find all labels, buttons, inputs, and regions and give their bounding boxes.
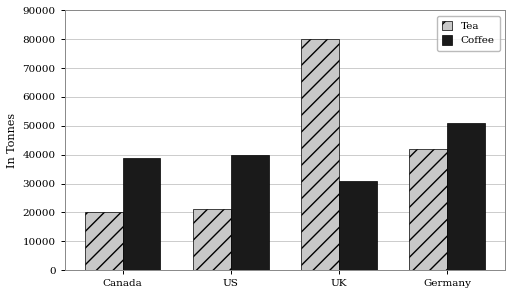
Bar: [301, 39, 339, 270]
Bar: [193, 209, 231, 270]
Bar: [231, 155, 269, 270]
Bar: [339, 181, 377, 270]
Bar: [122, 158, 160, 270]
Legend: Tea, Coffee: Tea, Coffee: [437, 16, 500, 51]
Bar: [84, 212, 122, 270]
Bar: [409, 149, 447, 270]
Bar: [447, 123, 485, 270]
Y-axis label: In Tonnes: In Tonnes: [7, 113, 17, 168]
